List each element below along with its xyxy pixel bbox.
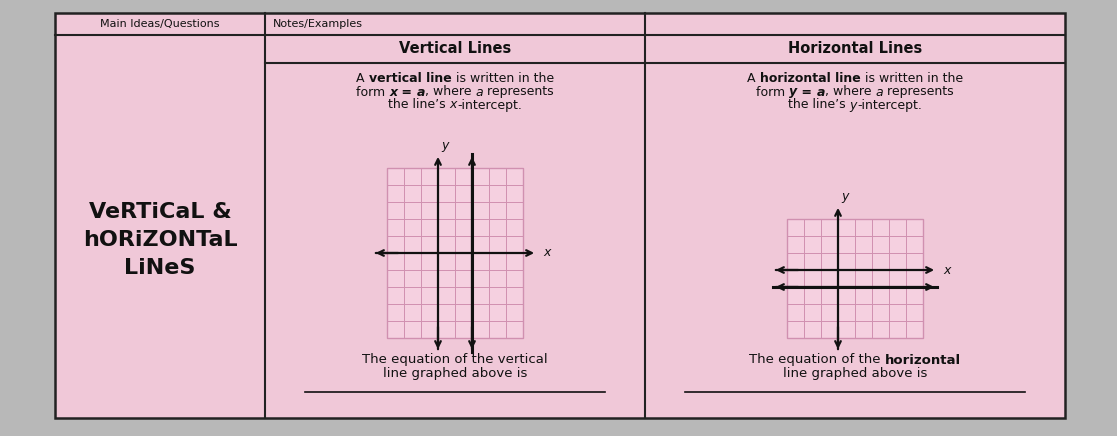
Text: form: form [756, 85, 790, 99]
Text: vertical line: vertical line [369, 72, 451, 85]
Text: , where: , where [825, 85, 876, 99]
Text: A: A [747, 72, 760, 85]
Text: VeRTiCaL &: VeRTiCaL & [88, 202, 231, 222]
Text: LiNeS: LiNeS [124, 259, 195, 279]
Text: Notes/Examples: Notes/Examples [273, 19, 363, 29]
Text: Horizontal Lines: Horizontal Lines [787, 41, 923, 57]
Text: the line’s: the line’s [789, 99, 850, 112]
Text: represents: represents [484, 85, 554, 99]
Text: horizontal line: horizontal line [760, 72, 860, 85]
Text: The equation of the vertical: The equation of the vertical [362, 354, 547, 367]
Text: -intercept.: -intercept. [857, 99, 922, 112]
Text: x: x [943, 263, 951, 276]
Text: =: = [398, 85, 417, 99]
Text: x: x [389, 85, 398, 99]
Bar [787, 219, 923, 338]
Text: a: a [817, 85, 825, 99]
Text: y: y [841, 190, 849, 203]
Text: a: a [876, 85, 884, 99]
Text: is written in the: is written in the [860, 72, 963, 85]
Text: y: y [790, 85, 798, 99]
Text: line graphed above is: line graphed above is [783, 368, 927, 381]
Text: horizontal: horizontal [885, 354, 961, 367]
Text: represents: represents [884, 85, 954, 99]
Text: x: x [450, 99, 457, 112]
Text: is written in the: is written in the [451, 72, 554, 85]
Text: A: A [356, 72, 369, 85]
Text: the line’s: the line’s [388, 99, 450, 112]
Text: Main Ideas/Questions: Main Ideas/Questions [101, 19, 220, 29]
Text: -intercept.: -intercept. [457, 99, 522, 112]
Text: , where: , where [426, 85, 476, 99]
Text: y: y [850, 99, 857, 112]
Text: y: y [441, 139, 448, 152]
Text: line graphed above is: line graphed above is [383, 368, 527, 381]
Text: The equation of the: The equation of the [750, 354, 885, 367]
Text: =: = [798, 85, 817, 99]
Bar [386, 168, 523, 338]
Text: a: a [476, 85, 484, 99]
Text: x: x [543, 246, 551, 259]
Text: hORiZONTaL: hORiZONTaL [83, 231, 237, 251]
Text: Vertical Lines: Vertical Lines [399, 41, 512, 57]
Text: a: a [417, 85, 426, 99]
Text: form: form [356, 85, 389, 99]
